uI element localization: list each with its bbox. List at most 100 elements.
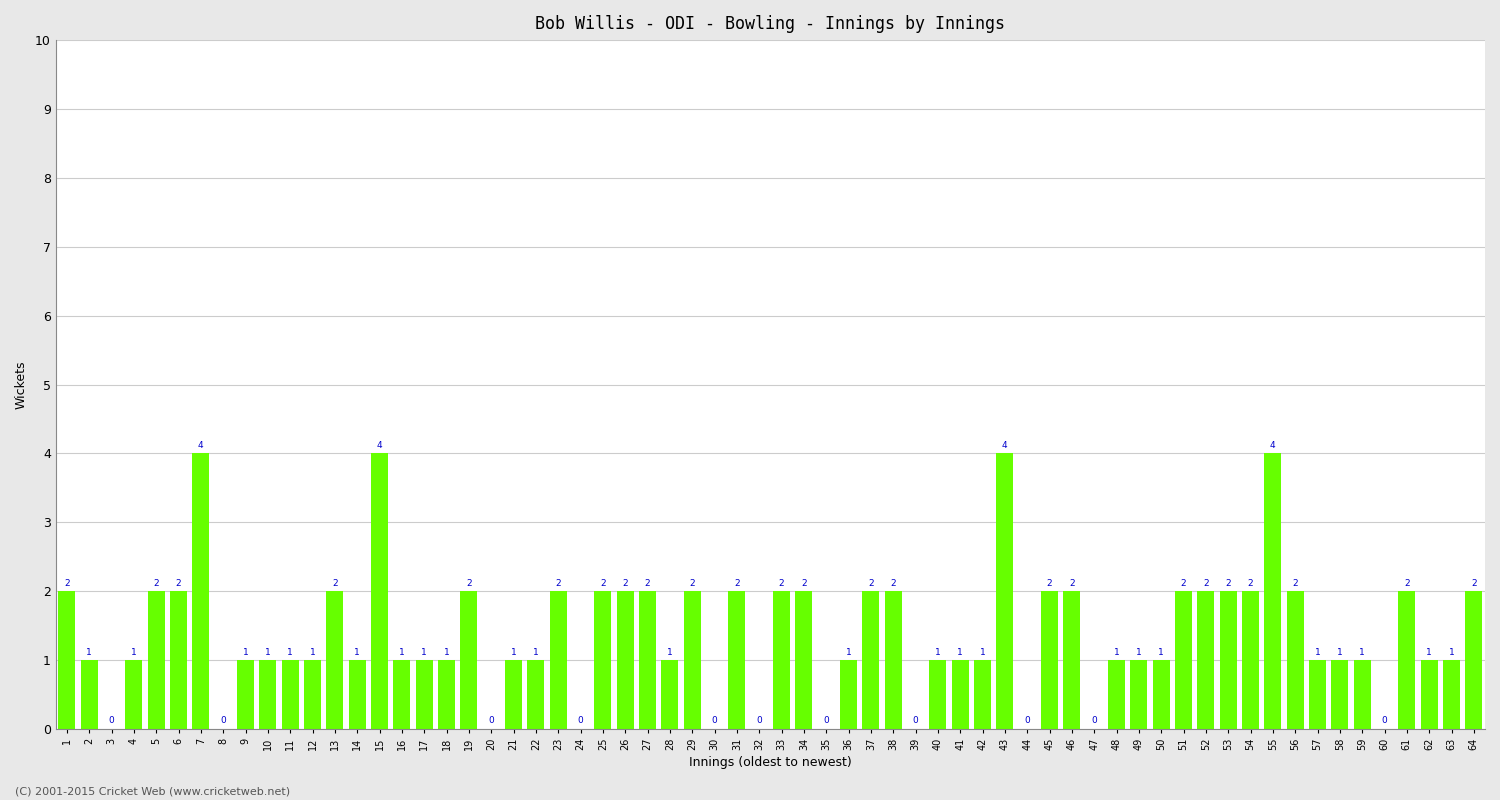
Text: 0: 0 bbox=[711, 717, 717, 726]
Text: 1: 1 bbox=[1359, 647, 1365, 657]
Text: 2: 2 bbox=[600, 578, 606, 588]
Text: 1: 1 bbox=[399, 647, 405, 657]
Text: 2: 2 bbox=[690, 578, 694, 588]
Bar bbox=[974, 660, 992, 729]
Text: 0: 0 bbox=[578, 717, 584, 726]
Bar bbox=[1197, 591, 1214, 729]
Text: 2: 2 bbox=[1070, 578, 1074, 588]
Text: 1: 1 bbox=[309, 647, 315, 657]
Text: 0: 0 bbox=[220, 717, 226, 726]
Bar bbox=[260, 660, 276, 729]
Text: 1: 1 bbox=[1136, 647, 1142, 657]
Bar bbox=[1466, 591, 1482, 729]
Text: 2: 2 bbox=[645, 578, 651, 588]
Bar bbox=[862, 591, 879, 729]
Bar bbox=[327, 591, 344, 729]
Bar bbox=[416, 660, 432, 729]
Text: 1: 1 bbox=[243, 647, 249, 657]
Bar bbox=[528, 660, 544, 729]
Bar bbox=[1064, 591, 1080, 729]
Text: 1: 1 bbox=[422, 647, 428, 657]
Text: 2: 2 bbox=[868, 578, 873, 588]
Bar bbox=[438, 660, 454, 729]
Text: 1: 1 bbox=[934, 647, 940, 657]
Bar bbox=[126, 660, 142, 729]
Bar bbox=[550, 591, 567, 729]
Bar bbox=[1108, 660, 1125, 729]
Text: 2: 2 bbox=[801, 578, 807, 588]
Text: 2: 2 bbox=[1472, 578, 1476, 588]
Bar bbox=[58, 591, 75, 729]
Text: 2: 2 bbox=[64, 578, 69, 588]
Text: 4: 4 bbox=[376, 441, 382, 450]
Text: 2: 2 bbox=[153, 578, 159, 588]
Bar bbox=[840, 660, 856, 729]
Bar bbox=[684, 591, 700, 729]
Text: 2: 2 bbox=[1203, 578, 1209, 588]
Y-axis label: Wickets: Wickets bbox=[15, 360, 28, 409]
Text: 2: 2 bbox=[1293, 578, 1298, 588]
Bar bbox=[170, 591, 188, 729]
Text: 2: 2 bbox=[1404, 578, 1410, 588]
Text: 1: 1 bbox=[846, 647, 852, 657]
Text: 2: 2 bbox=[176, 578, 181, 588]
Text: 1: 1 bbox=[980, 647, 986, 657]
Text: 2: 2 bbox=[1180, 578, 1186, 588]
Bar bbox=[729, 591, 746, 729]
Text: 4: 4 bbox=[198, 441, 204, 450]
Bar bbox=[885, 591, 902, 729]
Bar bbox=[237, 660, 254, 729]
Bar bbox=[506, 660, 522, 729]
Text: 0: 0 bbox=[756, 717, 762, 726]
Text: 2: 2 bbox=[1047, 578, 1053, 588]
Bar bbox=[1131, 660, 1148, 729]
Text: 0: 0 bbox=[1382, 717, 1388, 726]
Bar bbox=[996, 454, 1012, 729]
Text: 2: 2 bbox=[734, 578, 740, 588]
Bar bbox=[1310, 660, 1326, 729]
Text: 1: 1 bbox=[1426, 647, 1432, 657]
Text: 0: 0 bbox=[1092, 717, 1096, 726]
Text: 0: 0 bbox=[912, 717, 918, 726]
Text: 1: 1 bbox=[1449, 647, 1455, 657]
Bar bbox=[1174, 591, 1192, 729]
Text: 1: 1 bbox=[1113, 647, 1119, 657]
Bar bbox=[393, 660, 410, 729]
Text: 4: 4 bbox=[1270, 441, 1275, 450]
Bar bbox=[192, 454, 208, 729]
Bar bbox=[350, 660, 366, 729]
Bar bbox=[772, 591, 790, 729]
Bar bbox=[616, 591, 633, 729]
Text: 1: 1 bbox=[444, 647, 450, 657]
Text: 1: 1 bbox=[266, 647, 270, 657]
Text: 1: 1 bbox=[957, 647, 963, 657]
Bar bbox=[795, 591, 812, 729]
Bar bbox=[370, 454, 388, 729]
Bar bbox=[1154, 660, 1170, 729]
Text: 1: 1 bbox=[1158, 647, 1164, 657]
Text: (C) 2001-2015 Cricket Web (www.cricketweb.net): (C) 2001-2015 Cricket Web (www.cricketwe… bbox=[15, 786, 290, 796]
Text: 2: 2 bbox=[622, 578, 628, 588]
Bar bbox=[148, 591, 165, 729]
Bar bbox=[1041, 591, 1058, 729]
Text: 1: 1 bbox=[1336, 647, 1342, 657]
Bar bbox=[1242, 591, 1258, 729]
Text: 1: 1 bbox=[354, 647, 360, 657]
Text: 4: 4 bbox=[1002, 441, 1008, 450]
Text: 1: 1 bbox=[1314, 647, 1320, 657]
Text: 1: 1 bbox=[87, 647, 92, 657]
Text: 0: 0 bbox=[108, 717, 114, 726]
Bar bbox=[304, 660, 321, 729]
Text: 1: 1 bbox=[288, 647, 292, 657]
Bar bbox=[594, 591, 610, 729]
Text: 2: 2 bbox=[555, 578, 561, 588]
Bar bbox=[460, 591, 477, 729]
Title: Bob Willis - ODI - Bowling - Innings by Innings: Bob Willis - ODI - Bowling - Innings by … bbox=[536, 15, 1005, 33]
Bar bbox=[952, 660, 969, 729]
Bar bbox=[1332, 660, 1348, 729]
Text: 1: 1 bbox=[668, 647, 672, 657]
Bar bbox=[1264, 454, 1281, 729]
Bar bbox=[1420, 660, 1437, 729]
Bar bbox=[662, 660, 678, 729]
Text: 2: 2 bbox=[1226, 578, 1232, 588]
